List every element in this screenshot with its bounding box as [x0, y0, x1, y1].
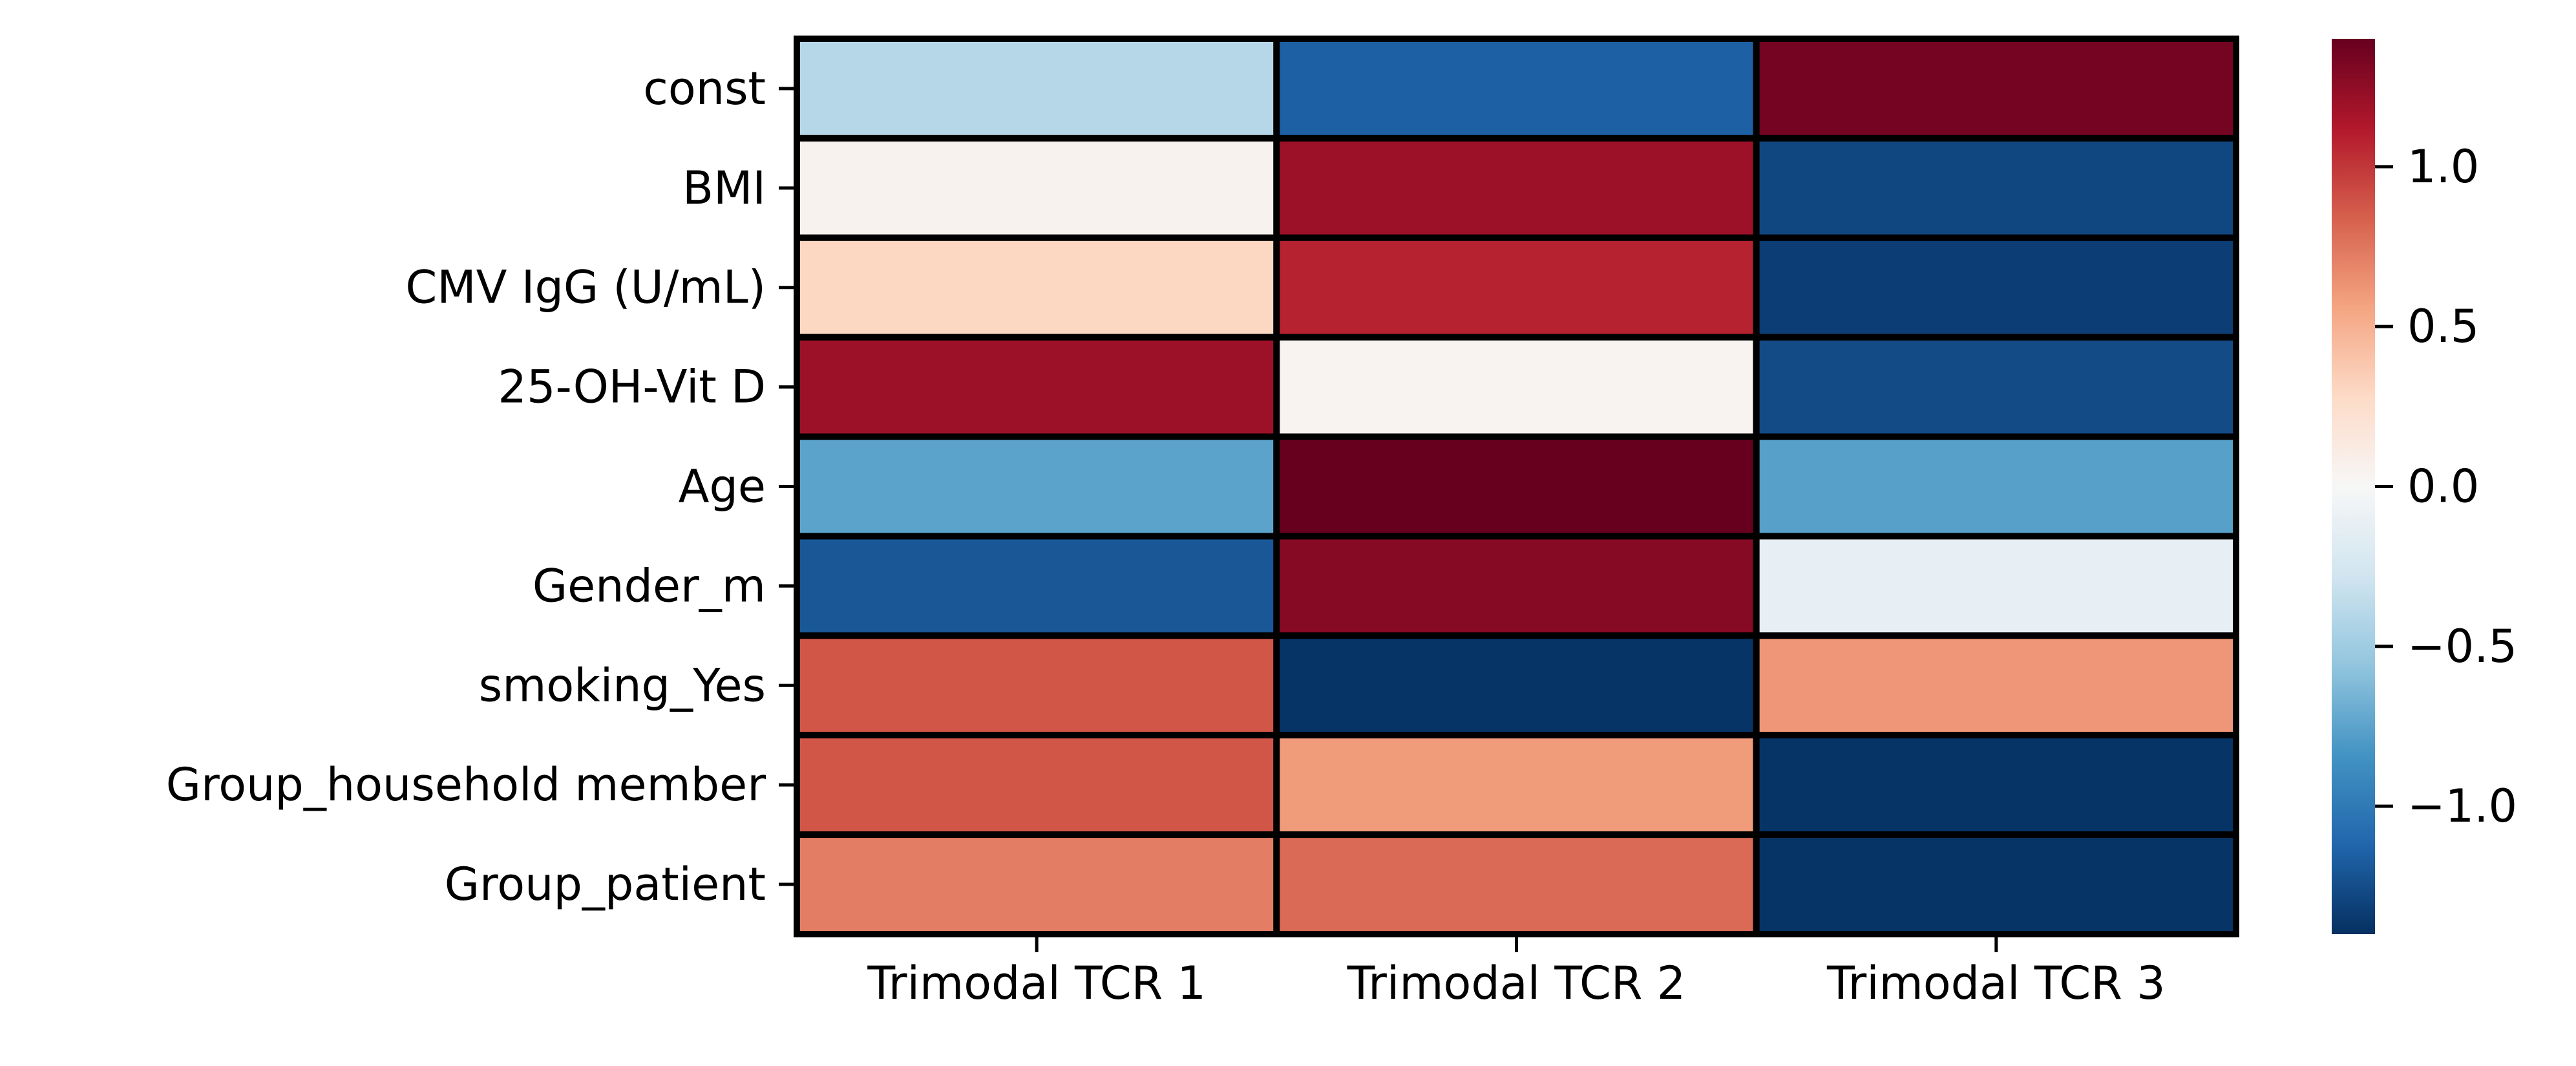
colorbar-gradient: [2332, 39, 2375, 934]
colorbar-tick-label: 1.0: [2407, 140, 2479, 193]
y-tick-label: BMI: [682, 162, 766, 215]
heatmap-cell: [1273, 36, 1760, 142]
heatmap-cell: [794, 36, 1280, 142]
y-tick-label: Group_household member: [166, 758, 766, 811]
heatmap-cell: [1753, 732, 2240, 838]
colorbar-tick-label: 0.5: [2407, 300, 2479, 353]
x-axis: Trimodal TCR 1 Trimodal TCR 2 Trimodal TCR…: [867, 934, 2166, 1010]
heatmap-cell: [794, 533, 1280, 639]
heatmap-cell: [1753, 632, 2240, 739]
y-tick-label: 25-OH-Vit D: [498, 361, 766, 414]
heatmap-cell: [1273, 732, 1760, 838]
heatmap-cell: [1753, 533, 2240, 639]
y-tick-label: smoking_Yes: [479, 659, 766, 712]
colorbar: 1.0 0.5 0.0 −0.5 −1.0: [2332, 39, 2517, 934]
heatmap-cell: [1753, 234, 2240, 341]
heatmap-cell: [794, 732, 1280, 838]
heatmap-cell: [1753, 36, 2240, 142]
heatmap-cell: [1273, 831, 1760, 937]
y-tick-label: Age: [679, 460, 766, 513]
heatmap-cell: [794, 831, 1280, 937]
heatmap-cell: [794, 433, 1280, 540]
heatmap-cell: [1273, 433, 1760, 540]
x-tick-label: Trimodal TCR 1: [867, 957, 1206, 1010]
heatmap-cell: [794, 334, 1280, 440]
heatmap-cell: [1753, 134, 2240, 241]
heatmap-cell: [1273, 134, 1760, 241]
y-tick-label: Group_patient: [445, 858, 766, 911]
colorbar-tick-label: 0.0: [2407, 460, 2479, 513]
heatmap-cells: [794, 36, 2240, 937]
y-tick-label: Gender_m: [533, 559, 766, 612]
colorbar-tick-label: −0.5: [2407, 620, 2517, 673]
x-tick-label: Trimodal TCR 3: [1826, 957, 2166, 1010]
heatmap-cell: [794, 234, 1280, 341]
heatmap-cell: [1753, 433, 2240, 540]
heatmap-cell: [794, 632, 1280, 739]
heatmap-cell: [1273, 234, 1760, 341]
heatmap-cell: [1273, 334, 1760, 440]
heatmap-cell: [1273, 632, 1760, 739]
heatmap-cell: [1753, 334, 2240, 440]
heatmap-cell: [1753, 831, 2240, 937]
x-tick-label: Trimodal TCR 2: [1347, 957, 1686, 1010]
heatmap-cell: [1273, 533, 1760, 639]
y-tick-label: CMV IgG (U/mL): [405, 261, 766, 314]
heatmap-cell: [794, 134, 1280, 241]
y-tick-label: const: [643, 62, 766, 115]
colorbar-tick-label: −1.0: [2407, 780, 2517, 833]
y-axis: const BMI CMV IgG (U/mL) 25-OH-Vit D Age Gend…: [166, 62, 797, 911]
